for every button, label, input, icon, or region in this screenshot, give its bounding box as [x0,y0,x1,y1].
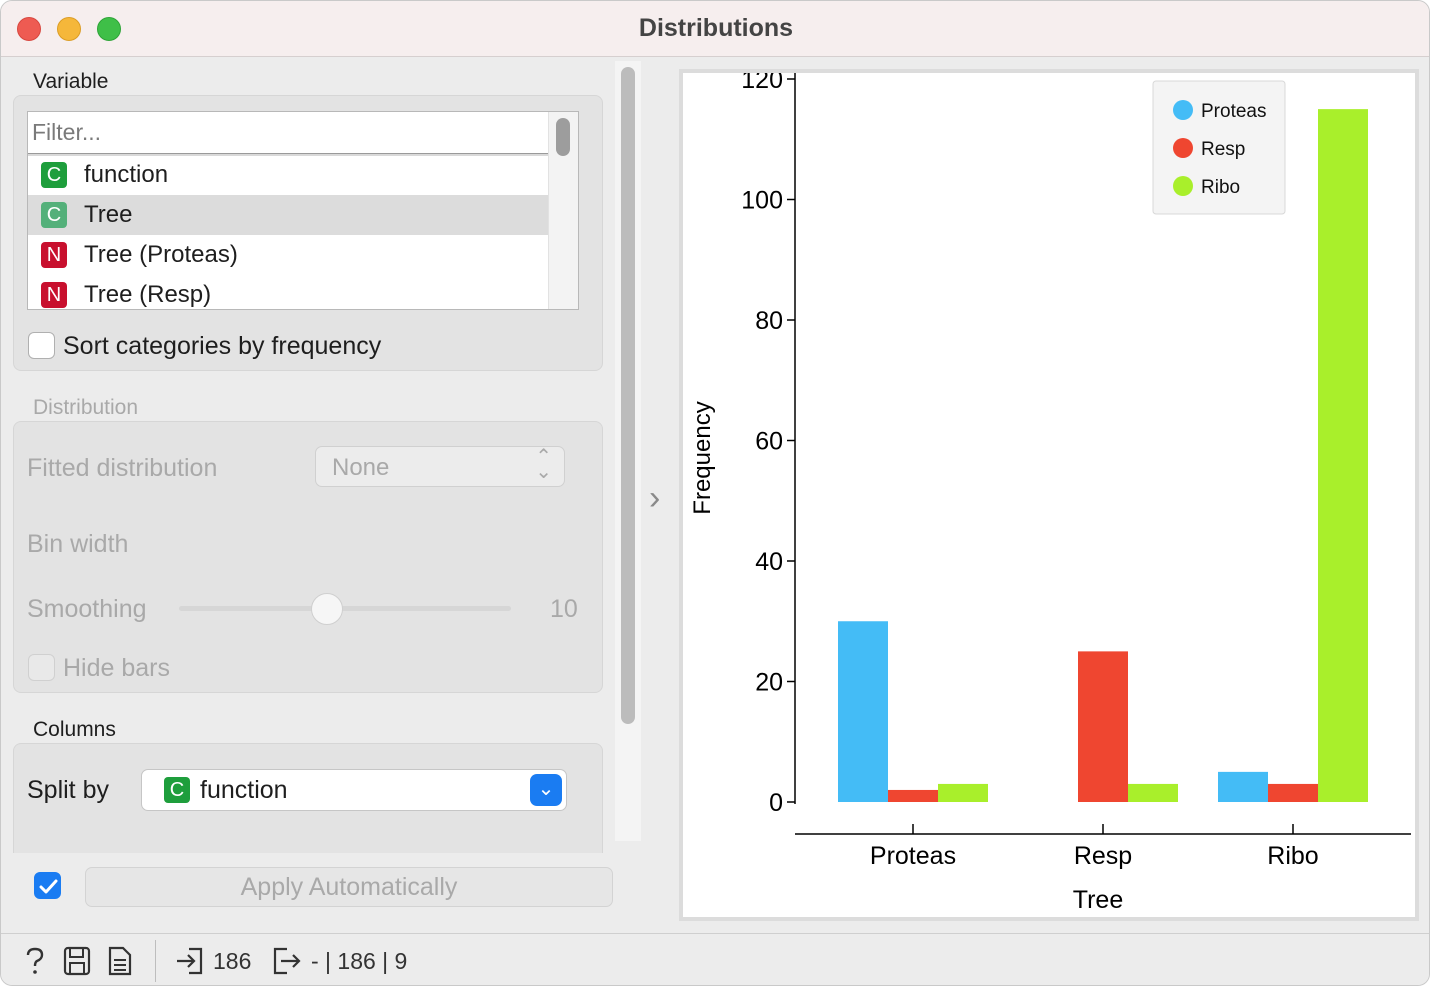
report-icon[interactable] [107,946,133,976]
list-scrollbar-thumb[interactable] [556,118,570,156]
minimize-window-button[interactable] [57,17,81,41]
legend-label: Resp [1201,139,1245,160]
split-by-label: Split by [27,776,109,804]
list-scrollbar-track[interactable] [548,112,578,309]
variable-section-label: Variable [33,70,109,93]
numeric-type-icon: N [41,282,67,308]
x-axis-label: Tree [1073,886,1123,914]
split-by-select[interactable]: C function ⌄ [141,769,567,811]
list-item-label: Tree (Resp) [84,281,212,308]
help-icon[interactable] [23,946,47,976]
list-item-selected[interactable]: C Tree [28,195,548,235]
bar-resp-proteas [888,789,938,802]
fitted-distribution-select[interactable]: None ⌃ ⌄ [315,446,565,487]
input-icon [177,947,203,975]
fitted-distribution-value: None [332,454,390,481]
chevron-down-icon[interactable]: ⌄ [530,774,562,806]
list-item[interactable]: N Tree (Resp) [28,275,548,309]
bar-resp-resp [1078,651,1128,802]
variable-list[interactable]: C function C Tree N Tree (Proteas) N Tre… [27,111,579,310]
x-tick-label: Proteas [870,842,956,870]
x-tick-label: Ribo [1267,842,1318,870]
legend-label: Proteas [1201,101,1266,122]
title-bar: Distributions [1,1,1429,57]
numeric-type-icon: N [41,242,67,268]
columns-section-label: Columns [33,718,116,741]
output-icon [273,947,301,975]
legend-marker [1173,138,1193,158]
sort-by-frequency-checkbox[interactable] [28,332,55,359]
up-down-chevron-icon: ⌃ ⌄ [535,446,552,483]
y-tick-label: 80 [755,307,783,335]
maximize-window-button[interactable] [97,17,121,41]
output-summary: - | 186 | 9 [311,948,408,974]
smoothing-label: Smoothing [27,595,147,623]
y-tick-label: 120 [741,73,783,94]
split-by-value: function [200,776,288,804]
bar-resp-ribo [1268,783,1318,802]
categorical-type-icon: C [41,162,67,188]
legend-marker [1173,176,1193,196]
apply-automatically-checkbox[interactable] [34,872,61,899]
bar-proteas-proteas [838,621,888,802]
list-item[interactable]: C function [28,155,548,195]
list-item-label: Tree (Proteas) [84,241,238,268]
panel-scrollbar-thumb[interactable] [621,67,635,724]
y-tick-label: 60 [755,428,783,456]
input-count: 186 [213,948,252,974]
bar-ribo-resp [1128,783,1178,802]
sort-by-frequency-label: Sort categories by frequency [63,332,382,360]
bar-proteas-ribo [1218,771,1268,802]
list-item[interactable]: N Tree (Proteas) [28,235,548,275]
y-axis-label: Frequency [689,401,716,514]
distribution-chart[interactable]: 0 20 40 60 80 100 120 Frequency Proteas Resp Ribo T… [683,73,1415,917]
window-title: Distributions [638,14,794,42]
plot-area[interactable] [679,69,1419,921]
panel-scrollbar[interactable] [615,61,641,841]
smoothing-slider-handle[interactable] [311,593,343,625]
variable-filter-input[interactable] [28,112,550,156]
categorical-type-icon: C [164,777,190,803]
status-bar: 186 - | 186 | 9 [1,933,1429,985]
legend-marker [1173,100,1193,120]
bar-ribo-ribo [1318,109,1368,802]
list-item-label: Tree [84,201,133,228]
distribution-section-label: Distribution [33,396,139,419]
bar-ribo-proteas [938,783,988,802]
categorical-type-icon: C [41,202,67,228]
y-tick-label: 100 [741,187,783,215]
hide-bars-checkbox[interactable] [28,654,55,681]
smoothing-slider-track[interactable] [179,606,511,611]
y-tick-label: 40 [755,548,783,576]
y-tick-label: 20 [755,669,783,697]
save-icon[interactable] [63,946,91,976]
status-divider [155,940,156,982]
fitted-distribution-label: Fitted distribution [27,454,218,482]
legend-label: Ribo [1201,177,1240,198]
checkmark-icon [39,879,58,894]
chevron-right-icon[interactable]: › [649,479,661,517]
x-tick-label: Resp [1074,842,1132,870]
bin-width-label: Bin width [27,530,129,558]
smoothing-value: 10 [550,595,578,623]
apply-automatically-button[interactable]: Apply Automatically [85,867,613,907]
y-tick-label: 0 [769,789,783,817]
list-item-label: function [84,161,169,188]
close-window-button[interactable] [17,17,41,41]
hide-bars-label: Hide bars [63,654,170,682]
